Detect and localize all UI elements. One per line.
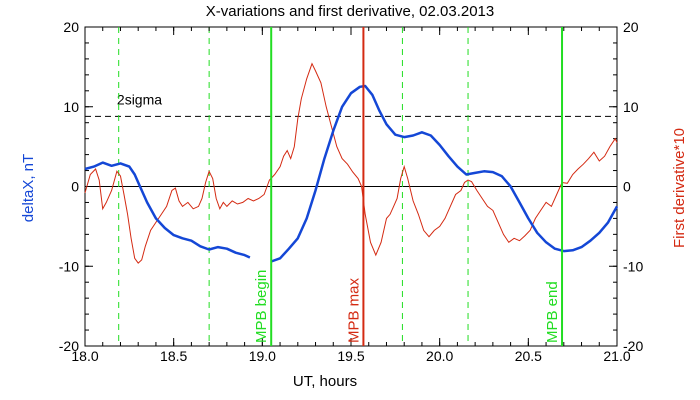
- x-axis-title: UT, hours: [293, 373, 357, 390]
- x-tick-label: 19.0: [249, 348, 276, 364]
- series-line-derivative: [84, 62, 618, 264]
- mpb-label-1: MPB begin: [253, 270, 270, 343]
- y-tick-label-left: -20: [59, 338, 79, 354]
- x-tick-label: 20.0: [426, 348, 453, 364]
- plot-area: 2sigma 18.0 18.5 19.0 19.5 20.0 20.5 21.0 20 20 10…: [59, 19, 644, 364]
- x-tick-label: 21.0: [603, 348, 630, 364]
- y-tick-label-right: -20: [623, 338, 643, 354]
- y-tick-label-left: -10: [59, 258, 79, 274]
- threshold-label: 2sigma: [117, 91, 162, 107]
- mpb-label-3: MPB end: [544, 281, 561, 343]
- chart-title: X-variations and first derivative, 02.03…: [206, 3, 495, 20]
- y-axis-title-left: deltaX, nT: [20, 154, 37, 222]
- y-tick-label-right: 20: [623, 19, 639, 35]
- y-tick-label-right: -10: [623, 258, 643, 274]
- x-tick-label: 19.5: [337, 348, 364, 364]
- x-tick-label: 18.5: [160, 348, 187, 364]
- x-tick-label: 18.0: [71, 348, 98, 364]
- y-tick-label-left: 20: [63, 19, 79, 35]
- series-line-deltax: [84, 84, 619, 263]
- y-tick-label-left: 0: [71, 179, 79, 195]
- mpb-label-2: MPB max: [345, 277, 362, 343]
- y-tick-label-right: 10: [623, 99, 639, 115]
- y-tick-label-left: 10: [63, 99, 79, 115]
- y-tick-label-right: 0: [623, 179, 631, 195]
- x-tick-label: 20.5: [515, 348, 542, 364]
- y-axis-title-right: First derivative*10: [671, 128, 688, 248]
